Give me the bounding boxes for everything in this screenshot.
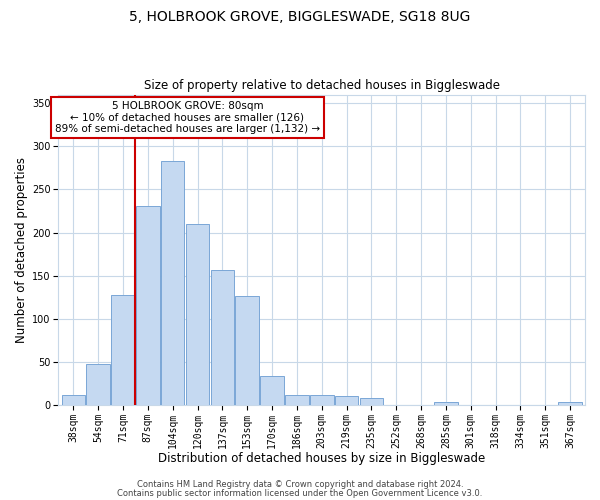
Bar	[211, 270, 234, 405]
Text: 5 HOLBROOK GROVE: 80sqm
← 10% of detached houses are smaller (126)
89% of semi-d: 5 HOLBROOK GROVE: 80sqm ← 10% of detache…	[55, 101, 320, 134]
Bar	[161, 161, 184, 405]
Bar	[186, 224, 209, 405]
Bar	[111, 296, 135, 405]
Text: Contains HM Land Registry data © Crown copyright and database right 2024.: Contains HM Land Registry data © Crown c…	[137, 480, 463, 489]
Text: Contains public sector information licensed under the Open Government Licence v3: Contains public sector information licen…	[118, 488, 482, 498]
Text: 5, HOLBROOK GROVE, BIGGLESWADE, SG18 8UG: 5, HOLBROOK GROVE, BIGGLESWADE, SG18 8UG	[130, 10, 470, 24]
Bar	[434, 402, 458, 405]
Bar	[558, 402, 582, 405]
Bar	[260, 376, 284, 405]
Bar	[235, 296, 259, 405]
X-axis label: Distribution of detached houses by size in Biggleswade: Distribution of detached houses by size …	[158, 452, 485, 465]
Bar	[86, 364, 110, 405]
Bar	[285, 396, 308, 405]
Bar	[310, 396, 334, 405]
Y-axis label: Number of detached properties: Number of detached properties	[15, 156, 28, 342]
Bar	[62, 396, 85, 405]
Bar	[335, 396, 358, 405]
Title: Size of property relative to detached houses in Biggleswade: Size of property relative to detached ho…	[144, 79, 500, 92]
Bar	[136, 206, 160, 405]
Bar	[359, 398, 383, 405]
